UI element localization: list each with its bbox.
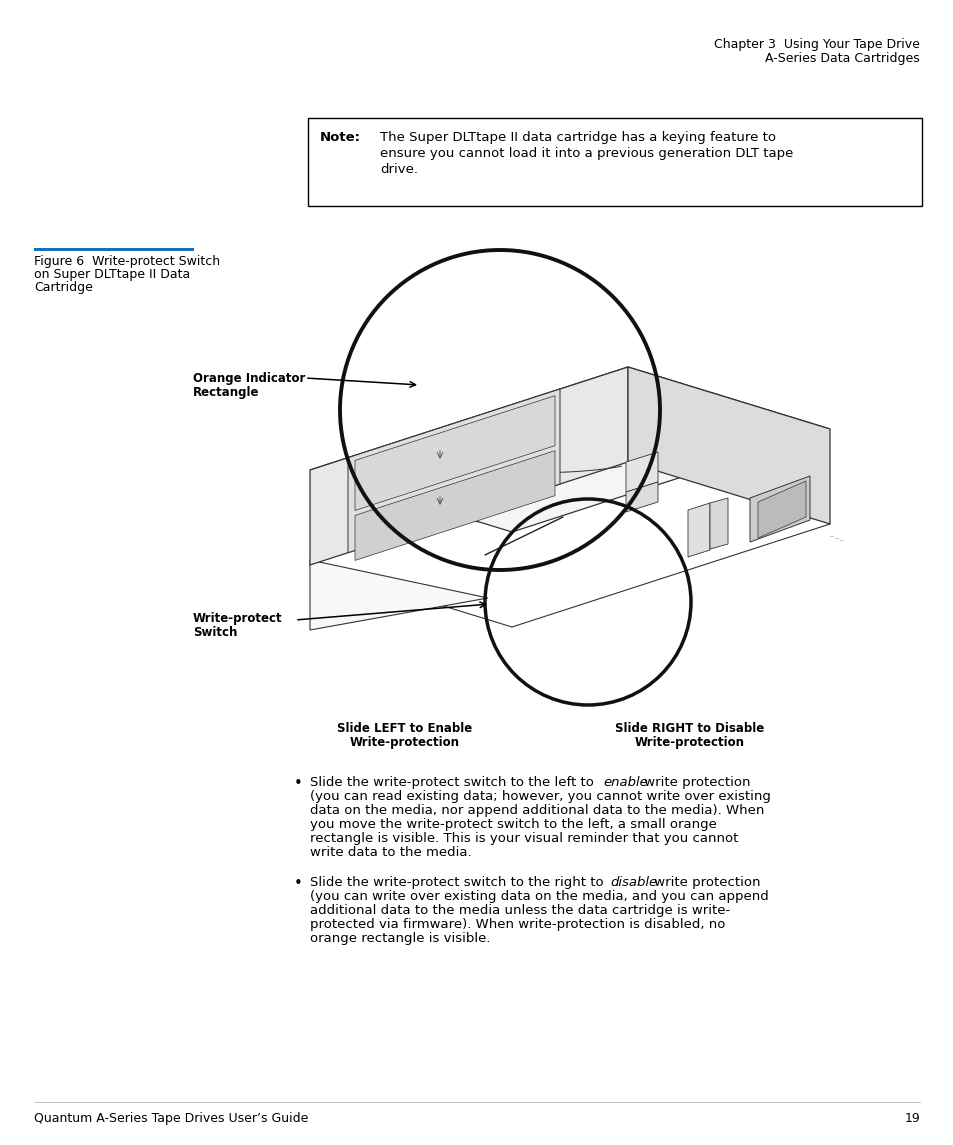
Text: Chapter 3  Using Your Tape Drive: Chapter 3 Using Your Tape Drive xyxy=(714,38,919,52)
Bar xyxy=(34,248,193,251)
Text: 19: 19 xyxy=(903,1112,919,1126)
Polygon shape xyxy=(627,368,829,524)
Text: enable: enable xyxy=(602,776,647,789)
Text: you move the write-protect switch to the left, a small orange: you move the write-protect switch to the… xyxy=(310,818,716,831)
Text: Write-protection: Write-protection xyxy=(635,736,744,749)
Text: Write-protection: Write-protection xyxy=(350,736,459,749)
Text: drive.: drive. xyxy=(379,163,417,176)
Text: Switch: Switch xyxy=(193,626,237,639)
Polygon shape xyxy=(310,560,488,630)
Polygon shape xyxy=(709,498,727,548)
Polygon shape xyxy=(348,389,559,553)
Text: on Super DLTtape II Data: on Super DLTtape II Data xyxy=(34,268,190,281)
Text: Write-protect: Write-protect xyxy=(193,611,282,625)
Polygon shape xyxy=(355,451,555,560)
Text: Note:: Note: xyxy=(319,131,360,144)
Polygon shape xyxy=(758,481,805,538)
Text: Slide the write-protect switch to the left to: Slide the write-protect switch to the le… xyxy=(310,776,598,789)
Text: write data to the media.: write data to the media. xyxy=(310,846,471,859)
Text: •: • xyxy=(294,776,302,791)
Text: disable: disable xyxy=(609,876,657,889)
Text: write protection: write protection xyxy=(639,776,750,789)
Text: Slide RIGHT to Disable: Slide RIGHT to Disable xyxy=(615,722,763,735)
Text: A-Series Data Cartridges: A-Series Data Cartridges xyxy=(764,52,919,65)
Text: Slide LEFT to Enable: Slide LEFT to Enable xyxy=(337,722,472,735)
Text: (you can write over existing data on the media, and you can append: (you can write over existing data on the… xyxy=(310,890,768,903)
Text: Orange Indicator: Orange Indicator xyxy=(193,372,305,385)
Text: •: • xyxy=(294,876,302,891)
Text: write protection: write protection xyxy=(649,876,760,889)
Text: Figure 6  Write-protect Switch: Figure 6 Write-protect Switch xyxy=(34,255,220,268)
Text: rectangle is visible. This is your visual reminder that you cannot: rectangle is visible. This is your visua… xyxy=(310,832,738,845)
Polygon shape xyxy=(310,368,829,532)
Text: data on the media, nor append additional data to the media). When: data on the media, nor append additional… xyxy=(310,804,763,818)
Polygon shape xyxy=(749,476,809,542)
Text: additional data to the media unless the data cartridge is write-: additional data to the media unless the … xyxy=(310,905,729,917)
Text: Quantum A-Series Tape Drives User’s Guide: Quantum A-Series Tape Drives User’s Guid… xyxy=(34,1112,308,1126)
Polygon shape xyxy=(625,482,658,512)
Text: Cartridge: Cartridge xyxy=(34,281,92,294)
Text: Slide the write-protect switch to the right to: Slide the write-protect switch to the ri… xyxy=(310,876,607,889)
Text: orange rectangle is visible.: orange rectangle is visible. xyxy=(310,932,490,945)
Text: ensure you cannot load it into a previous generation DLT tape: ensure you cannot load it into a previou… xyxy=(379,147,793,160)
Polygon shape xyxy=(310,368,627,564)
Polygon shape xyxy=(625,452,658,492)
Bar xyxy=(308,118,921,206)
Text: Rectangle: Rectangle xyxy=(193,386,259,398)
Text: (you can read existing data; however, you cannot write over existing: (you can read existing data; however, yo… xyxy=(310,790,770,803)
Text: protected via firmware). When write-protection is disabled, no: protected via firmware). When write-prot… xyxy=(310,918,724,931)
Polygon shape xyxy=(687,503,709,556)
Polygon shape xyxy=(355,396,555,511)
Text: The Super DLTtape II data cartridge has a keying feature to: The Super DLTtape II data cartridge has … xyxy=(379,131,775,144)
